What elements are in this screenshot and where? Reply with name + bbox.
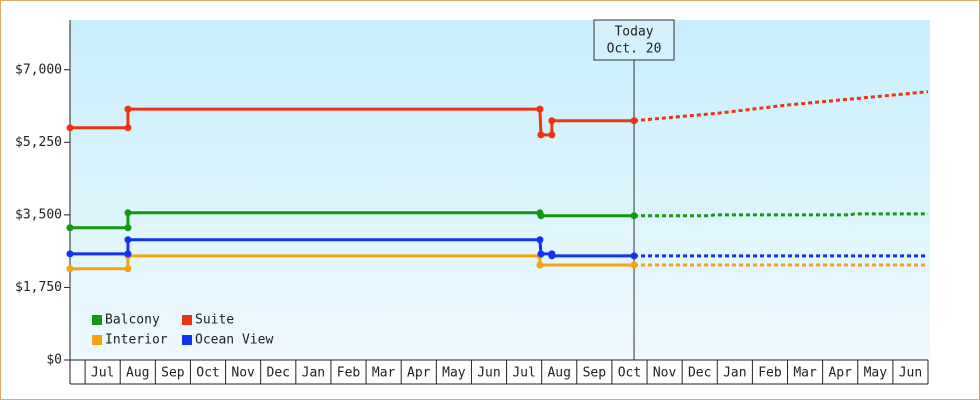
- x-tick-label: May: [442, 366, 466, 381]
- legend-label: Balcony: [105, 313, 160, 328]
- x-tick-label: Sep: [161, 366, 185, 381]
- point: [66, 224, 74, 232]
- point: [66, 250, 74, 258]
- today-label: Today: [614, 25, 653, 40]
- y-tick-label: $5,250: [15, 135, 62, 150]
- x-tick-label: Nov: [653, 366, 677, 381]
- point: [66, 265, 74, 273]
- y-tick-label: $7,000: [15, 62, 62, 77]
- point: [630, 252, 638, 260]
- point: [537, 131, 545, 139]
- point: [548, 117, 556, 125]
- x-tick-label: Mar: [793, 366, 817, 381]
- x-tick-label: Jul: [512, 366, 535, 381]
- point: [66, 124, 74, 132]
- x-tick-label: Jan: [302, 366, 325, 381]
- point: [548, 131, 556, 139]
- point: [124, 236, 132, 244]
- point: [124, 250, 132, 258]
- forecast-line: [634, 212, 928, 218]
- x-tick-label: Feb: [337, 366, 361, 381]
- x-tick-label: Aug: [126, 366, 149, 381]
- point: [630, 261, 638, 269]
- legend-swatch: [182, 335, 192, 345]
- x-tick-label: Feb: [758, 366, 782, 381]
- point: [536, 261, 544, 269]
- x-tick-label: Sep: [583, 366, 607, 381]
- point: [536, 236, 544, 244]
- x-tick-label: Nov: [231, 366, 255, 381]
- x-tick-label: Jun: [899, 366, 922, 381]
- x-tick-label: Apr: [828, 366, 852, 381]
- point: [124, 105, 132, 113]
- point: [630, 117, 638, 125]
- point: [630, 212, 638, 220]
- y-tick-label: $0: [46, 353, 62, 368]
- point: [548, 252, 556, 260]
- legend-label: Ocean View: [195, 333, 273, 348]
- legend-swatch: [92, 335, 102, 345]
- x-tick-label: Oct: [196, 366, 219, 381]
- today-box: [593, 19, 675, 61]
- forecast-line: [633, 90, 929, 123]
- point: [124, 224, 132, 232]
- point: [537, 212, 545, 220]
- y-tick-label: $3,500: [15, 207, 62, 222]
- point: [536, 105, 544, 113]
- x-tick-label: Jan: [723, 366, 746, 381]
- x-tick-label: Aug: [547, 366, 570, 381]
- plot-area: [70, 20, 930, 360]
- point: [124, 209, 132, 217]
- legend-swatch: [182, 315, 192, 325]
- x-tick-label: Mar: [372, 366, 396, 381]
- point: [124, 265, 132, 273]
- x-tick-label: May: [864, 366, 888, 381]
- point: [537, 250, 545, 258]
- legend-label: Interior: [105, 333, 168, 348]
- x-tick-label: Oct: [618, 366, 641, 381]
- y-tick-label: $1,750: [15, 280, 62, 295]
- legend-label: Suite: [195, 313, 234, 328]
- point: [124, 124, 132, 132]
- x-tick-label: Jun: [477, 366, 500, 381]
- x-tick-label: Jul: [91, 366, 114, 381]
- series-line: [70, 254, 635, 271]
- today-label: Oct. 20: [607, 42, 662, 57]
- x-tick-label: Apr: [407, 366, 431, 381]
- legend-swatch: [92, 315, 102, 325]
- x-tick-label: Dec: [688, 366, 711, 381]
- x-tick-label: Dec: [267, 366, 290, 381]
- series-line: [70, 211, 635, 230]
